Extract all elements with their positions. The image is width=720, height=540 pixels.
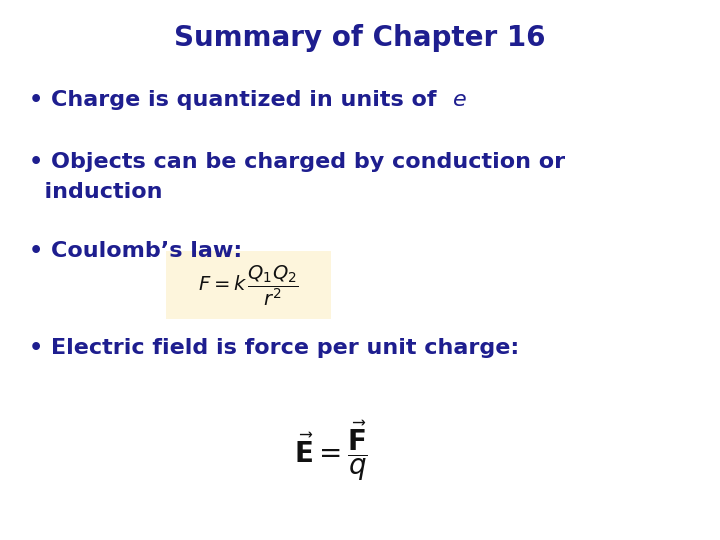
Text: • Objects can be charged by conduction or: • Objects can be charged by conduction o…	[29, 152, 565, 172]
FancyBboxPatch shape	[166, 251, 331, 319]
Text: $e$: $e$	[452, 90, 467, 110]
Text: • Coulomb’s law:: • Coulomb’s law:	[29, 241, 242, 261]
Text: Summary of Chapter 16: Summary of Chapter 16	[174, 24, 546, 52]
Text: $\vec{\mathbf{E}} = \dfrac{\vec{\mathbf{F}}}{q}$: $\vec{\mathbf{E}} = \dfrac{\vec{\mathbf{…	[294, 418, 368, 483]
Text: • Charge is quantized in units of: • Charge is quantized in units of	[29, 90, 444, 110]
Text: $F = k\,\dfrac{Q_1 Q_2}{r^2}$: $F = k\,\dfrac{Q_1 Q_2}{r^2}$	[198, 262, 299, 308]
Text: induction: induction	[29, 181, 162, 202]
Text: • Electric field is force per unit charge:: • Electric field is force per unit charg…	[29, 338, 519, 359]
